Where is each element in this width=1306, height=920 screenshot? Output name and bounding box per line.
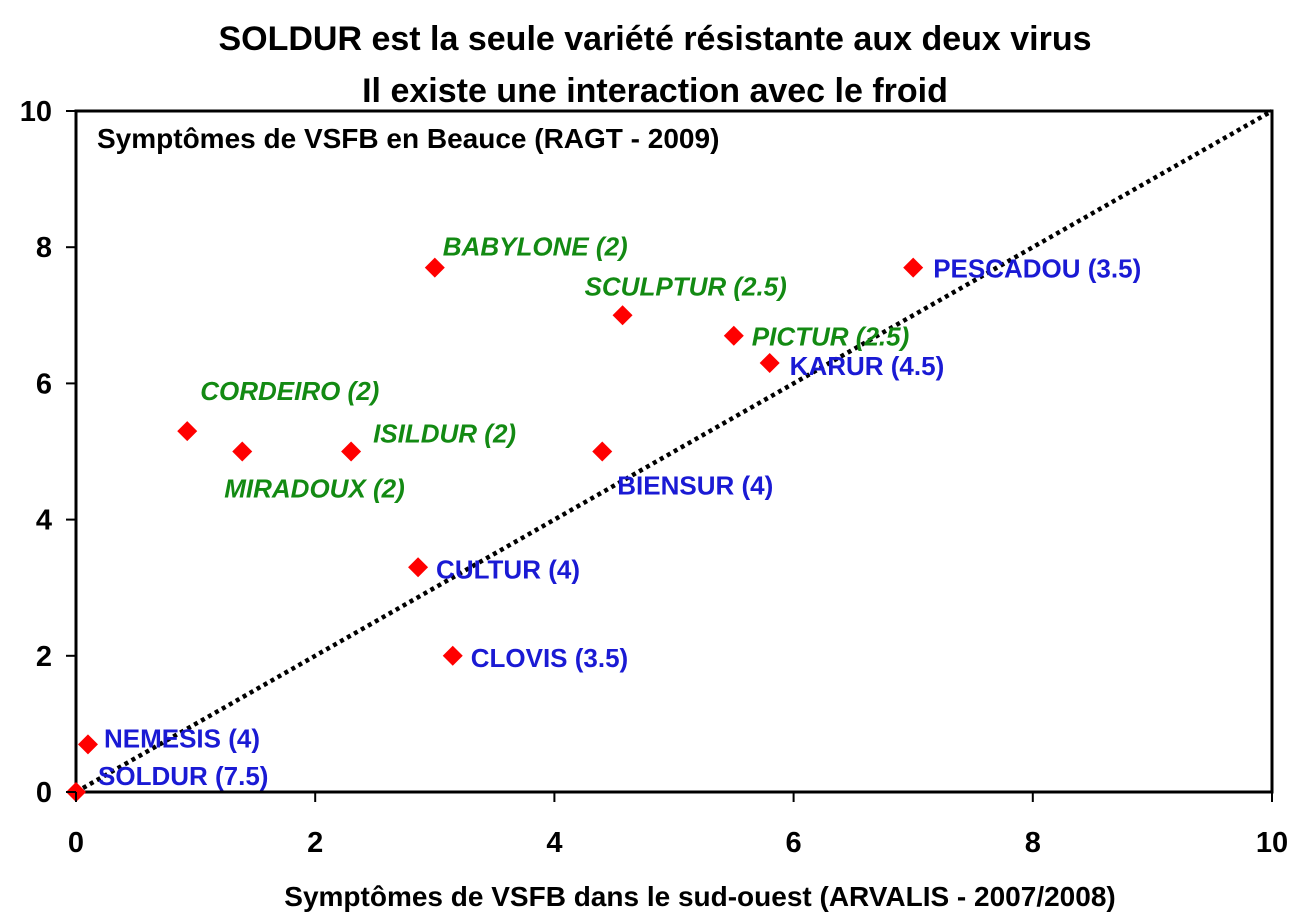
x-tick-label: 2 (307, 827, 323, 859)
plot-inner-title: Symptômes de VSFB en Beauce (RAGT - 2009… (97, 123, 719, 154)
y-tick-label: 6 (36, 368, 52, 400)
x-tick-label: 6 (786, 827, 802, 859)
data-point-label: SCULPTUR (2.5) (585, 271, 787, 301)
data-point-label: CLOVIS (3.5) (471, 643, 628, 673)
data-point-marker (232, 441, 253, 462)
data-point-marker (408, 557, 429, 578)
data-point-label: CULTUR (4) (436, 554, 580, 584)
y-tick-label: 4 (36, 505, 52, 537)
x-tick-label: 10 (1256, 827, 1288, 859)
diagonal-reference-line (74, 109, 1274, 794)
chart-title-line-1: SOLDUR est la seule variété résistante a… (218, 20, 1091, 58)
data-point-marker (723, 325, 744, 346)
x-tick-label: 8 (1025, 827, 1041, 859)
y-tick-label: 0 (36, 777, 52, 809)
x-axis-label: Symptômes de VSFB dans le sud-ouest (ARV… (284, 881, 1115, 912)
data-point-marker (592, 441, 613, 462)
data-point-marker (177, 421, 198, 442)
data-point-label: CORDEIRO (2) (200, 376, 379, 406)
chart-title-line-2: Il existe une interaction avec le froid (362, 72, 948, 110)
y-tick-label: 2 (36, 641, 52, 673)
data-point-label: BABYLONE (2) (443, 232, 628, 262)
data-point-marker (424, 257, 445, 278)
data-point-marker (341, 441, 362, 462)
data-point-marker (442, 645, 463, 666)
data-point-marker (77, 734, 98, 755)
x-tick-label: 0 (68, 827, 84, 859)
data-point-marker (759, 352, 780, 373)
data-point-label: BIENSUR (4) (617, 471, 773, 501)
plot-frame (74, 109, 1274, 794)
x-tick-label: 4 (546, 827, 562, 859)
data-point-marker (903, 257, 924, 278)
y-tick-label: 10 (20, 96, 52, 128)
data-point-label: PESCADOU (3.5) (933, 254, 1141, 284)
data-point-label: KARUR (4.5) (790, 351, 945, 381)
data-point-label: ISILDUR (2) (373, 419, 516, 449)
data-point-marker (612, 305, 633, 326)
y-tick-label: 8 (36, 232, 52, 264)
data-point-label: NEMESIS (4) (104, 723, 260, 753)
data-point-label: SOLDUR (7.5) (98, 761, 268, 791)
data-point-label: MIRADOUX (2) (224, 474, 405, 504)
data-point-label: PICTUR (2.5) (752, 322, 909, 352)
